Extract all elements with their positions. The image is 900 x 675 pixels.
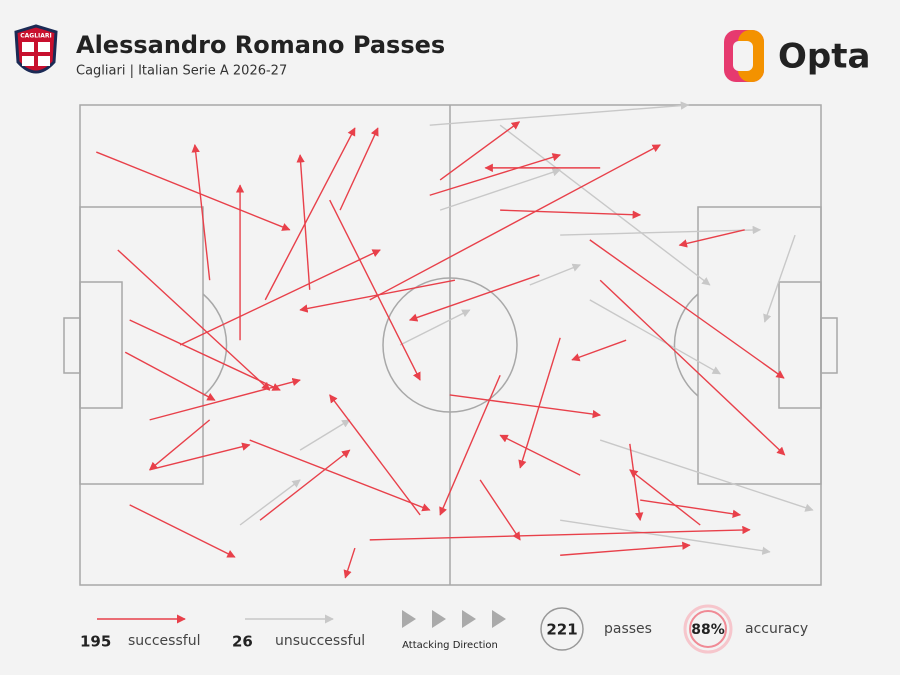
- passes-ring: [540, 607, 584, 651]
- passes-value: 221: [546, 621, 577, 639]
- pass-arrow: [296, 154, 311, 290]
- pass-arrow: [117, 249, 271, 391]
- pass-arrow: [500, 209, 642, 219]
- legend: 195 successful 26 unsuccessful Attacking…: [80, 604, 808, 654]
- pass-arrow: [408, 274, 540, 322]
- passes-label: passes: [604, 621, 652, 637]
- chart-subtitle: Cagliari | Italian Serie A 2026-27: [76, 64, 287, 79]
- pass-arrow: [479, 479, 521, 541]
- chart-title: Alessandro Romano Passes: [76, 31, 445, 59]
- pass-arrow: [259, 449, 351, 521]
- pass-arrow: [191, 144, 211, 281]
- pass-arrow: [599, 439, 814, 512]
- pass-arrow: [571, 339, 627, 362]
- pass-arrow: [149, 419, 211, 471]
- passes: [96, 101, 814, 579]
- direction-arrows: [402, 610, 506, 628]
- brand-name: Opta: [778, 37, 870, 77]
- pass-arrow: [329, 394, 421, 516]
- pass-arrow: [179, 249, 381, 346]
- legend-count: 26: [232, 633, 253, 651]
- pass-arrow: [249, 439, 431, 512]
- badge-text: CAGLIARI: [20, 33, 52, 40]
- pass-arrow: [339, 127, 379, 211]
- accuracy-label: accuracy: [745, 621, 808, 637]
- pass-arrow: [399, 309, 471, 346]
- pass-arrow: [499, 124, 711, 286]
- pass-arrow: [299, 279, 456, 313]
- pass-arrow: [589, 239, 785, 379]
- pass-arrow: [529, 263, 581, 286]
- pass-arrow: [439, 168, 561, 211]
- pass-arrow: [369, 525, 751, 541]
- pass-arrow: [239, 479, 301, 526]
- legend-label: successful: [128, 633, 200, 649]
- pass-arrow: [129, 504, 236, 558]
- pass-arrow: [129, 319, 281, 391]
- pass-arrow: [678, 229, 745, 248]
- pass-arrow: [518, 337, 561, 469]
- pass-arrow: [589, 299, 721, 375]
- pass-arrow: [429, 153, 561, 196]
- pass-arrow: [449, 394, 602, 419]
- pass-arrow: [96, 151, 291, 231]
- pass-arrow: [763, 234, 796, 323]
- pass-arrow: [439, 374, 501, 516]
- direction-label: Attacking Direction: [402, 640, 498, 651]
- pass-arrow: [629, 443, 644, 522]
- pass-arrow: [369, 144, 661, 301]
- pass-arrow: [560, 541, 691, 556]
- pass-arrow: [640, 499, 742, 518]
- pass-arrow: [264, 127, 356, 301]
- pass-arrow: [629, 469, 701, 526]
- pass-arrow: [560, 225, 762, 236]
- accuracy-ring: [689, 610, 727, 648]
- brand-logo: Opta: [724, 30, 870, 82]
- accuracy-ring: [683, 604, 733, 654]
- pass-arrow: [343, 547, 356, 579]
- team-badge: CAGLIARI: [14, 24, 58, 74]
- legend-count: 195: [80, 633, 111, 651]
- legend-label: unsuccessful: [275, 633, 365, 649]
- pass-arrow: [499, 434, 581, 476]
- pass-arrow: [124, 351, 216, 401]
- pass-arrow: [329, 199, 421, 381]
- pass-arrow: [439, 121, 521, 181]
- pitch: [63, 104, 838, 586]
- accuracy-value: 88%: [691, 622, 725, 638]
- pass-arrow: [149, 442, 251, 471]
- pass-arrow: [560, 519, 771, 555]
- pass-arrow: [429, 101, 690, 126]
- pass-arrow: [299, 419, 351, 451]
- pass-arrow: [599, 279, 786, 456]
